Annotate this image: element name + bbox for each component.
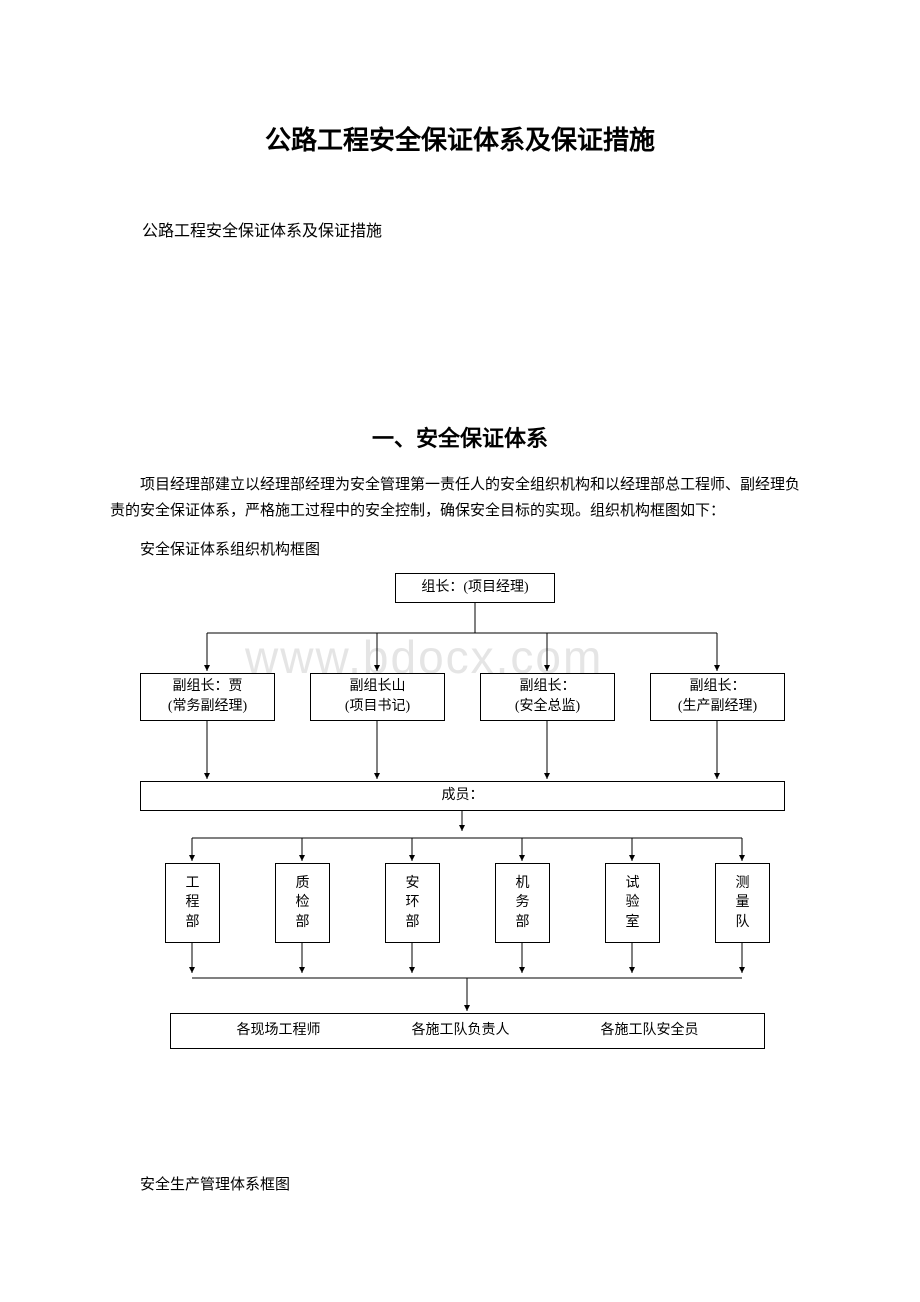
bottom-label-c: 各施工队安全员 (601, 1021, 699, 1041)
chart-2-label: 安全生产管理体系框图 (110, 1173, 810, 1194)
subtitle: 公路工程安全保证体系及保证措施 (110, 217, 810, 241)
section-1-para: 项目经理部建立以经理部经理为安全管理第一责任人的安全组织机构和以经理部总工程师、… (110, 473, 810, 524)
node-label: 副组长： (生产副经理) (678, 677, 757, 716)
node-sub-leader-1: 副组长：贾 (常务副经理) (140, 673, 275, 721)
node-sub-leader-2: 副组长山 (项目书记) (310, 673, 445, 721)
node-label: 工 程 部 (186, 874, 200, 933)
node-label: 副组长：贾 (常务副经理) (168, 677, 247, 716)
node-top-leader: 组长：(项目经理) (395, 573, 555, 603)
section-1-title: 一、安全保证体系 (110, 421, 810, 453)
node-members: 成员： (140, 781, 785, 811)
node-label: 成员： (442, 786, 484, 806)
node-label: 副组长山 (项目书记) (345, 677, 410, 716)
node-dept-3: 安 环 部 (385, 863, 440, 943)
node-dept-5: 试 验 室 (605, 863, 660, 943)
node-sub-leader-4: 副组长： (生产副经理) (650, 673, 785, 721)
node-dept-4: 机 务 部 (495, 863, 550, 943)
node-label: 副组长： (安全总监) (515, 677, 580, 716)
node-label: 质 检 部 (296, 874, 310, 933)
main-title: 公路工程安全保证体系及保证措施 (110, 120, 810, 157)
node-sub-leader-3: 副组长： (安全总监) (480, 673, 615, 721)
node-label: 试 验 室 (626, 874, 640, 933)
node-label: 安 环 部 (406, 874, 420, 933)
node-label: 测 量 队 (736, 874, 750, 933)
node-bottom: 各现场工程师 各施工队负责人 各施工队安全员 (170, 1013, 765, 1049)
bottom-label-a: 各现场工程师 (237, 1021, 321, 1041)
node-label: 机 务 部 (516, 874, 530, 933)
node-dept-2: 质 检 部 (275, 863, 330, 943)
bottom-label-b: 各施工队负责人 (412, 1021, 510, 1041)
node-dept-1: 工 程 部 (165, 863, 220, 943)
node-label: 组长：(项目经理) (421, 578, 528, 598)
chart-1-label: 安全保证体系组织机构框图 (110, 538, 810, 559)
node-dept-6: 测 量 队 (715, 863, 770, 943)
org-flowchart: 组长：(项目经理) 副组长：贾 (常务副经理) 副组长山 (项目书记) 副组长：… (110, 573, 810, 1113)
